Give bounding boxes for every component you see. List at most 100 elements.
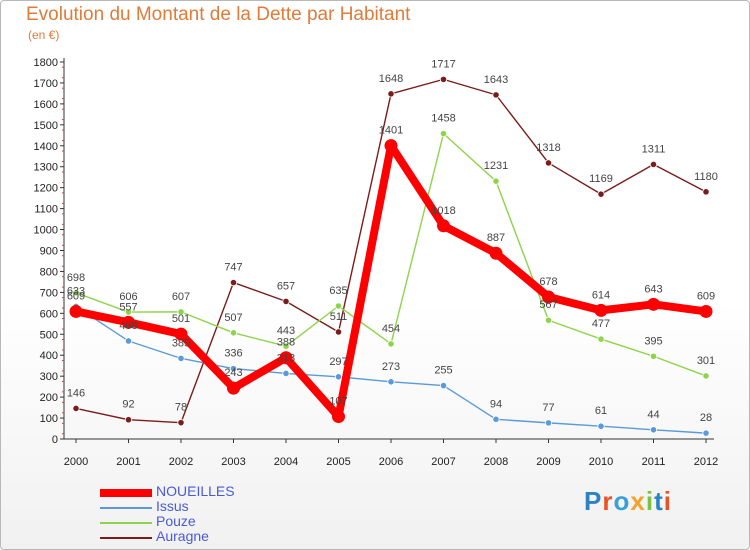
data-label-pouze: 1231 <box>484 160 508 172</box>
data-point-issus <box>702 429 710 437</box>
data-point-pouze <box>387 340 395 348</box>
data-point-pouze <box>597 335 605 343</box>
data-point-issus <box>544 419 553 427</box>
y-tick-label: 400 <box>40 350 58 362</box>
data-point-auragne <box>649 160 658 169</box>
data-point-noueilles <box>227 381 240 395</box>
data-point-pouze <box>544 316 553 324</box>
data-label-issus: 313 <box>277 352 295 364</box>
data-label-noueilles: 609 <box>67 290 85 302</box>
y-tick-label: 1300 <box>34 162 58 174</box>
y-tick-label: 500 <box>40 329 58 341</box>
series-line-pouze <box>75 132 707 377</box>
data-point-issus <box>177 354 185 362</box>
data-label-pouze: 698 <box>67 272 85 284</box>
data-point-noueilles <box>594 303 608 317</box>
data-label-pouze: 454 <box>382 323 400 335</box>
series-line-noueilles <box>72 141 710 421</box>
data-point-auragne <box>334 328 343 336</box>
y-tick-label: 1800 <box>34 57 58 69</box>
y-tick-label: 0 <box>52 434 58 446</box>
data-label-pouze: 443 <box>277 325 295 337</box>
legend-label: Pouze <box>156 513 196 529</box>
x-tick-label: 2004 <box>274 456 298 468</box>
y-tick-label: 200 <box>40 392 58 404</box>
y-tick-label: 900 <box>40 246 58 258</box>
data-label-issus: 77 <box>542 402 554 414</box>
data-point-auragne <box>597 190 605 198</box>
y-tick-label: 1200 <box>34 183 58 195</box>
data-point-pouze <box>439 130 448 138</box>
data-point-auragne <box>282 297 290 305</box>
data-point-noueilles <box>489 246 503 260</box>
data-label-auragne: 92 <box>122 399 134 411</box>
data-label-issus: 94 <box>490 398 502 410</box>
data-label-noueilles: 887 <box>487 232 505 244</box>
data-point-noueilles <box>279 351 293 365</box>
data-point-issus <box>334 373 343 381</box>
data-label-pouze: 607 <box>172 291 190 303</box>
data-point-pouze <box>334 302 343 310</box>
legend-label: NOUEILLES <box>156 483 235 499</box>
x-tick-label: 2001 <box>116 456 140 468</box>
data-point-noueilles <box>69 304 83 318</box>
legend-swatch <box>100 522 152 524</box>
data-point-noueilles <box>699 304 713 318</box>
data-label-auragne: 146 <box>67 387 85 399</box>
data-label-noueilles: 609 <box>697 290 715 302</box>
data-label-issus: 633 <box>67 285 85 297</box>
data-label-auragne: 511 <box>330 311 348 323</box>
data-label-auragne: 1180 <box>694 171 718 183</box>
x-tick-label: 2002 <box>169 456 193 468</box>
x-tick-label: 2006 <box>379 456 403 468</box>
y-tick-label: 1000 <box>34 225 58 237</box>
data-label-noueilles: 643 <box>644 283 662 295</box>
data-point-auragne <box>229 278 238 287</box>
x-tick-label: 2008 <box>484 456 508 468</box>
data-label-auragne: 78 <box>175 402 187 414</box>
data-point-pouze <box>177 308 185 316</box>
data-point-noueilles <box>332 410 345 424</box>
legend-swatch <box>100 489 152 497</box>
data-label-pouze: 567 <box>539 299 557 311</box>
proxiti-logo: Proxiti <box>584 486 672 516</box>
y-tick-label: 600 <box>40 308 58 320</box>
data-point-noueilles <box>174 327 188 341</box>
data-point-issus <box>439 381 448 390</box>
data-label-issus: 44 <box>647 409 659 421</box>
data-point-noueilles <box>647 297 660 311</box>
y-tick-label: 1400 <box>34 141 58 153</box>
data-point-pouze <box>124 308 133 316</box>
data-point-noueilles <box>542 290 555 304</box>
data-label-noueilles: 1401 <box>379 125 403 137</box>
data-point-auragne <box>702 188 710 196</box>
data-point-issus <box>282 369 290 378</box>
y-tick-label: 1100 <box>34 204 58 216</box>
data-label-noueilles: 388 <box>277 337 295 349</box>
data-label-pouze: 606 <box>119 291 137 303</box>
data-point-pouze <box>492 177 500 185</box>
data-point-auragne <box>72 404 80 413</box>
data-label-issus: 61 <box>595 405 607 417</box>
data-point-pouze <box>72 289 80 297</box>
data-label-auragne: 747 <box>224 262 242 274</box>
data-point-issus <box>124 337 133 345</box>
data-label-pouze: 1458 <box>431 113 455 125</box>
data-label-issus: 385 <box>172 337 190 349</box>
data-label-issus: 297 <box>329 356 347 368</box>
x-tick-label: 2003 <box>221 456 245 468</box>
data-label-issus: 273 <box>382 361 400 373</box>
x-tick-label: 2012 <box>694 456 718 468</box>
data-point-auragne <box>124 416 133 424</box>
legend-swatch <box>100 537 152 539</box>
data-label-issus: 336 <box>224 348 242 360</box>
data-label-auragne: 1169 <box>589 173 613 185</box>
data-label-noueilles: 614 <box>592 289 610 301</box>
data-label-noueilles: 1018 <box>431 205 455 217</box>
y-tick-label: 300 <box>40 371 58 383</box>
data-point-auragne <box>387 90 395 98</box>
data-label-issus: 255 <box>434 365 452 377</box>
data-label-pouze: 635 <box>329 285 347 297</box>
data-label-pouze: 395 <box>644 335 662 347</box>
